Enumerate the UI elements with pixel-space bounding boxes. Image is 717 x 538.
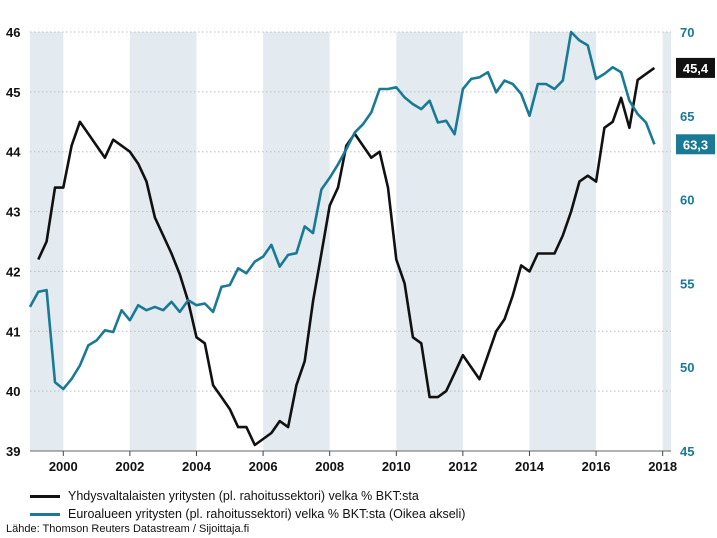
left-tick-label: 39 [6,444,20,459]
right-tick-label: 55 [680,276,694,291]
shaded-period [662,32,671,451]
end-label-value: 63,3 [683,137,708,152]
x-tick-label: 2000 [49,459,78,474]
x-tick-label: 2006 [249,459,278,474]
end-label-box [676,134,715,155]
end-label-box [676,57,715,78]
x-tick-label: 2018 [648,459,677,474]
right-axis-ticks: 45 50 55 60 65 70 [680,25,694,459]
end-label-value: 45,4 [683,61,709,76]
x-tick-label: 2004 [182,459,212,474]
series-line-us [37,66,656,447]
legend-swatch-us [30,494,60,498]
right-tick-label: 70 [680,25,694,40]
x-tick-label: 2016 [582,459,611,474]
x-tick-label: 2014 [515,459,545,474]
source-note: Lähde: Thomson Reuters Datastream / Sijo… [6,523,250,535]
legend: Yhdysvaltalaisten yritysten (pl. rahoitu… [30,487,465,523]
right-tick-label: 45 [680,444,694,459]
legend-item-us: Yhdysvaltalaisten yritysten (pl. rahoitu… [30,487,465,505]
left-tick-label: 42 [6,264,20,279]
right-tick-label: 50 [680,360,694,375]
right-tick-label: 65 [680,109,694,124]
series-line-euro [28,30,656,391]
left-tick-label: 45 [6,85,20,100]
right-tick-label: 60 [680,193,694,208]
x-tick-label: 2002 [115,459,144,474]
left-tick-label: 44 [6,145,21,160]
legend-label-euro: Euroalueen yritysten (pl. rahoitussektor… [68,507,466,521]
left-tick-label: 40 [6,384,20,399]
series-lines [28,30,656,447]
left-tick-label: 43 [6,205,20,220]
left-tick-label: 41 [6,324,20,339]
shaded-period [396,32,463,451]
left-tick-label: 46 [6,25,20,40]
end-value-labels: 45,4 63,3 [676,57,715,155]
x-axis-ticks: 2000 2002 2004 2006 2008 2010 2012 2014 2016 2018 [30,450,677,474]
x-tick-label: 2012 [448,459,477,474]
shaded-periods [30,32,671,451]
x-tick-label: 2010 [382,459,411,474]
left-axis-ticks: 39 40 41 42 43 44 45 46 [6,25,21,459]
shaded-period [129,32,197,451]
legend-item-euro: Euroalueen yritysten (pl. rahoitussektor… [30,505,465,523]
shaded-period [529,32,597,451]
legend-label-us: Yhdysvaltalaisten yritysten (pl. rahoitu… [68,489,419,503]
x-tick-label: 2008 [315,459,344,474]
legend-swatch-euro [30,512,60,516]
shaded-period [263,32,330,451]
